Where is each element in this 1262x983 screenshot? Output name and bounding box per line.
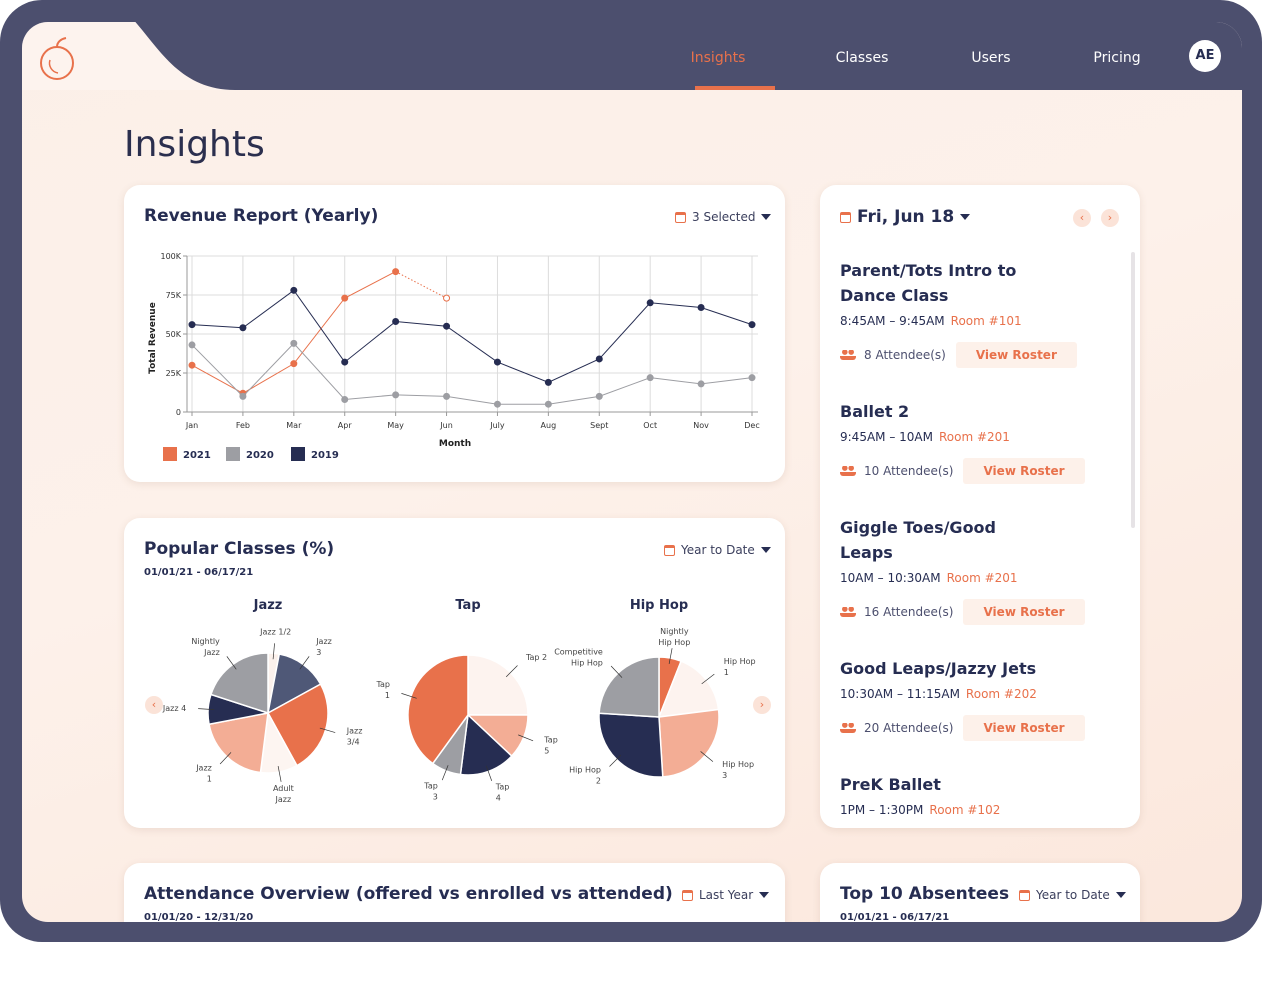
nav-item[interactable]: Classes (835, 50, 889, 66)
card-title: Popular Classes (%) (144, 539, 335, 559)
nav-item[interactable]: Users (971, 50, 1011, 66)
next-button[interactable]: › (753, 696, 771, 714)
attendee-row: 20 Attendee(s) View Roster (840, 714, 1130, 742)
avatar[interactable]: AE (1189, 40, 1221, 72)
view-roster-button[interactable]: View Roster (963, 715, 1085, 741)
class-room: Room #102 (929, 803, 1001, 817)
class-time: 10:30AM – 11:15AM (840, 687, 960, 701)
attendee-icon (840, 607, 856, 617)
attendee-count: 20 Attendee(s) (864, 721, 954, 735)
attendee-count: 16 Attendee(s) (864, 605, 954, 619)
attendee-count: 8 Attendee(s) (864, 348, 946, 362)
class-time-row: 8:45AM – 9:45AM Room #101 (840, 311, 1130, 331)
class-time-row: 10AM – 10:30AM Room #201 (840, 568, 1130, 588)
attendee-count: 10 Attendee(s) (864, 464, 954, 478)
class-item: Ballet 2 9:45AM – 10AM Room #201 10 Attende… (840, 399, 1130, 485)
filter-dropdown[interactable]: Year to Date (664, 543, 771, 557)
class-room: Room #202 (965, 687, 1037, 701)
nav-item[interactable]: Insights (690, 50, 746, 66)
page: Insights Classes Users Pricing AE Insights … (0, 0, 1262, 942)
date-range: 01/01/20 - 12/31/20 (144, 912, 254, 923)
schedule-card: Parent/Tots Intro to Dance Class 8:45AM –… (820, 185, 1140, 828)
filter-dropdown[interactable]: Year to Date (1019, 888, 1126, 902)
date-picker[interactable]: Fri, Jun 18 (840, 207, 971, 227)
class-room: Room #101 (950, 314, 1022, 328)
class-name: Giggle Toes/Good Leaps (840, 518, 996, 562)
class-time-row: 10:30AM – 11:15AM Room #202 (840, 684, 1130, 704)
prev-day[interactable]: ‹ (1073, 209, 1091, 227)
absentees-card (820, 863, 1140, 922)
filter-dropdown[interactable]: Last Year (682, 888, 770, 902)
class-item: Parent/Tots Intro to Dance Class 8:45AM –… (840, 258, 1130, 369)
screen: Insights Classes Users Pricing AE Insights … (22, 22, 1242, 923)
attendance-card (124, 863, 785, 922)
attendee-icon (840, 466, 856, 476)
page-title: Insights (124, 124, 265, 165)
filter-dropdown[interactable]: 3 Selected (675, 210, 772, 224)
prev-button[interactable]: ‹ (145, 696, 163, 714)
class-name: Ballet 2 (840, 402, 910, 421)
class-list: Parent/Tots Intro to Dance Class 8:45AM –… (840, 258, 1130, 828)
class-room: Room #201 (938, 430, 1010, 444)
attendee-row: 8 Attendee(s) View Roster (840, 341, 1130, 369)
attendee-row: 16 Attendee(s) View Roster (840, 598, 1130, 626)
next-day[interactable]: › (1101, 209, 1119, 227)
card-title: Top 10 Absentees (840, 884, 1010, 904)
class-time: 9:45AM – 10AM (840, 430, 933, 444)
attendee-icon (840, 350, 856, 360)
filter-label: 3 Selected (692, 210, 756, 224)
class-room: Room #201 (946, 571, 1018, 585)
attendee-row: 10 Attendee(s) View Roster (840, 457, 1130, 485)
filter-label: Year to Date (681, 543, 755, 557)
class-time-row: 9:45AM – 10AM Room #201 (840, 427, 1130, 447)
active-underline (695, 86, 775, 90)
date-range: 01/01/21 - 06/17/21 (144, 567, 254, 578)
view-roster-button[interactable]: View Roster (963, 599, 1085, 625)
nav-item[interactable]: Pricing (1093, 50, 1141, 66)
scrollbar (1131, 252, 1135, 528)
class-name: PreK Ballet (840, 775, 941, 794)
view-roster-button[interactable]: View Roster (963, 458, 1085, 484)
class-name: Good Leaps/Jazzy Jets (840, 659, 1037, 678)
card-title: Attendance Overview (offered vs enrolled… (144, 884, 673, 904)
filter-label: Year to Date (1036, 888, 1110, 902)
card-title: Revenue Report (Yearly) (144, 206, 379, 226)
class-item: Giggle Toes/Good Leaps 10AM – 10:30AM Room… (840, 515, 1130, 626)
header-background (22, 22, 235, 90)
class-item: Good Leaps/Jazzy Jets 10:30AM – 11:15AM Ro… (840, 656, 1130, 742)
revenue-card (124, 185, 785, 482)
filter-label: Last Year (699, 888, 754, 902)
class-name: Parent/Tots Intro to Dance Class (840, 261, 1017, 305)
class-time: 1PM – 1:30PM (840, 803, 924, 817)
attendee-icon (840, 723, 856, 733)
class-time: 8:45AM – 9:45AM (840, 314, 945, 328)
popular-card (124, 518, 785, 828)
class-time: 10AM – 10:30AM (840, 571, 941, 585)
date-range: 01/01/21 - 06/17/21 (840, 912, 950, 923)
class-time-row: 1PM – 1:30PM Room #102 (840, 800, 1130, 820)
schedule-date: Fri, Jun 18 (857, 207, 955, 227)
view-roster-button[interactable]: View Roster (955, 342, 1077, 368)
